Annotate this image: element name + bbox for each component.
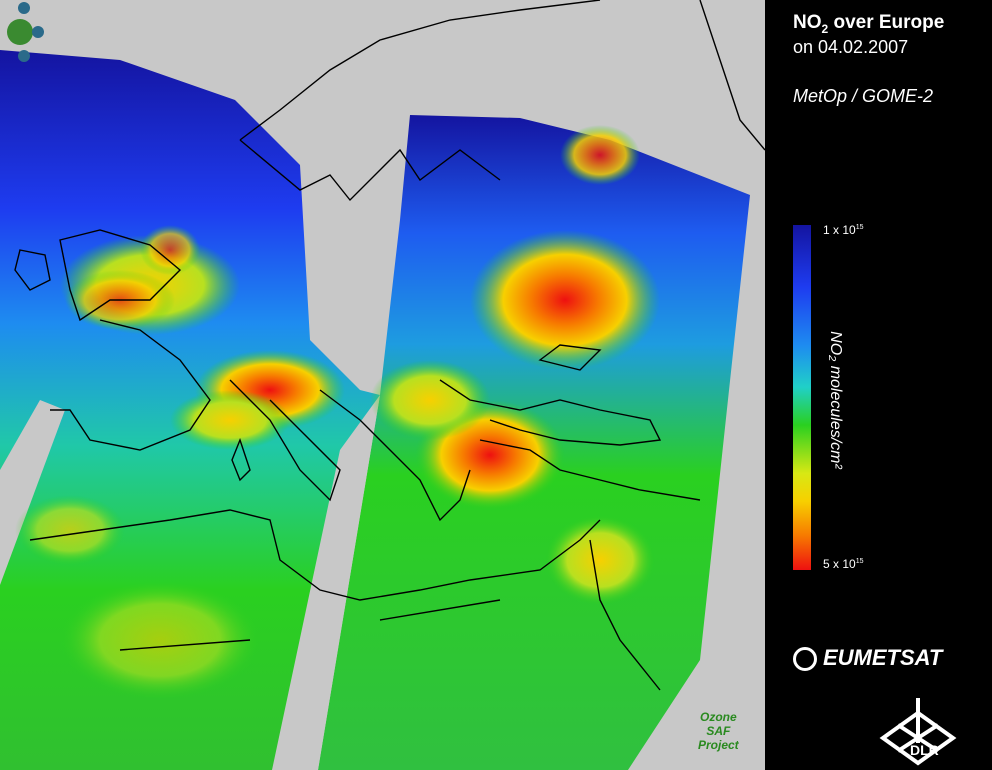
colorbar-unit-label: NO₂ molecules/cm² <box>827 331 844 469</box>
legend-panel: NO2 over Europe on 04.02.2007 MetOp / GO… <box>765 0 992 770</box>
map-title: NO2 over Europe <box>793 12 945 36</box>
ozone-saf-logo <box>7 2 44 62</box>
dlr-logo-icon <box>879 698 957 766</box>
coastlines <box>14 0 765 691</box>
eumetsat-logo: EUMETSAT <box>793 645 942 672</box>
gap-east <box>272 395 380 770</box>
colorbar-top-label: 1 x 1015 <box>823 223 864 237</box>
hotspots <box>15 125 660 700</box>
map-svg <box>0 0 765 770</box>
gap-west <box>0 400 65 585</box>
colorbar-bottom-label: 5 x 1015 <box>823 557 864 571</box>
instrument-label: MetOp / GOME-2 <box>793 86 934 106</box>
map-date: on 04.02.2007 <box>793 37 909 57</box>
eumetsat-icon <box>793 647 817 672</box>
colorbar <box>793 225 811 570</box>
ozone-saf-label: Ozone SAF Project <box>698 710 739 752</box>
dlr-label: DLR <box>910 742 939 758</box>
no2-map: Ozone SAF Project <box>0 0 765 770</box>
